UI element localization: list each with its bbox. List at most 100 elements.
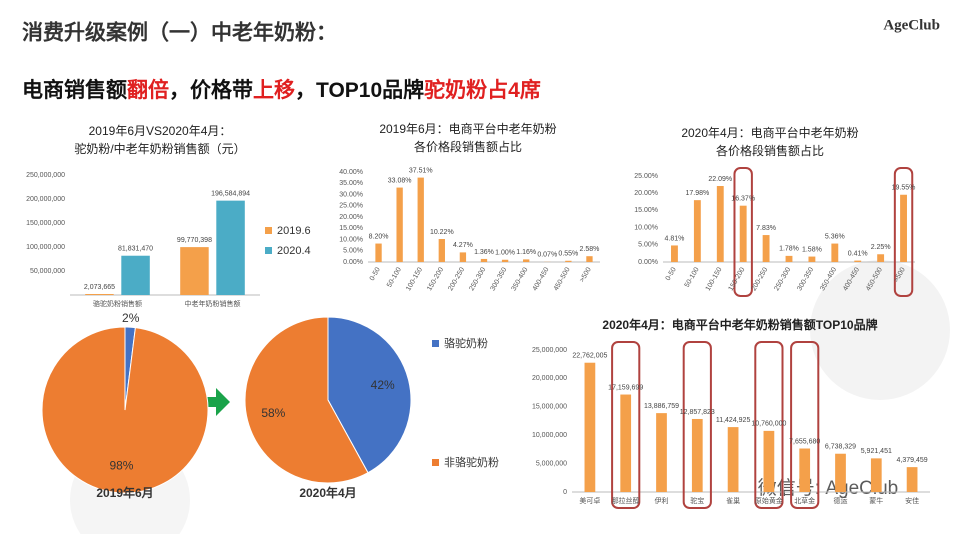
subtitle-part: 电商销售额 <box>22 78 127 102</box>
data-label: 99,770,398 <box>177 237 212 244</box>
x-tick-label: 安佳 <box>905 496 919 505</box>
y-tick-label: 15.00% <box>634 207 658 214</box>
bar <box>877 254 885 262</box>
bar <box>438 239 445 262</box>
highlight-box <box>754 341 784 509</box>
x-tick-label: 德运 <box>834 496 848 505</box>
chart-title: 2020年4月：电商平台中老年奶粉销售额TOP10品牌 <box>602 317 877 332</box>
y-tick-label: 20,000,000 <box>532 375 567 382</box>
legend-label: 2020.4 <box>277 245 311 257</box>
data-label: 4.81% <box>665 235 685 242</box>
y-tick-label: 10,000,000 <box>532 432 567 439</box>
data-label: 1.58% <box>802 246 822 253</box>
legend-swatch <box>265 227 272 234</box>
legend-swatch <box>265 247 272 254</box>
pie-caption: 2019年6月 <box>96 485 153 500</box>
y-tick-label: 10.00% <box>634 224 658 231</box>
data-label: 5.36% <box>825 233 845 240</box>
data-label: 12,857,823 <box>680 409 715 416</box>
bar <box>501 259 509 262</box>
bar <box>808 256 816 262</box>
bar <box>671 245 678 262</box>
y-tick-label: 150,000,000 <box>26 220 65 227</box>
bar <box>375 243 382 262</box>
pie-slice <box>244 316 369 484</box>
x-tick-label: 100-150 <box>705 266 724 292</box>
data-label: 16.37% <box>731 196 755 203</box>
data-label: 81,831,470 <box>118 246 153 253</box>
data-label: 13,886,759 <box>644 403 679 410</box>
y-tick-label: 200,000,000 <box>26 196 65 203</box>
x-tick-label: 雀巢 <box>726 496 740 505</box>
legend-label: 骆驼奶粉 <box>444 336 488 350</box>
subtitle-part: 驼奶粉占4席 <box>424 78 541 102</box>
x-tick-label: 350-400 <box>511 266 530 292</box>
data-label: 33.08% <box>388 177 412 184</box>
y-tick-label: 250,000,000 <box>26 172 65 179</box>
y-tick-label: 30.00% <box>339 191 363 198</box>
highlight-box <box>733 167 753 297</box>
highlight-box <box>893 167 914 297</box>
x-tick-label: >500 <box>579 266 593 283</box>
data-label: 5,921,451 <box>861 448 892 455</box>
slide-title: 消费升级案例（一）中老年奶粉： <box>22 21 337 45</box>
y-tick-label: 5.00% <box>638 242 658 249</box>
x-tick-label: 200-250 <box>751 266 770 292</box>
x-tick-label: 250-300 <box>468 266 487 292</box>
highlight-box <box>790 341 820 509</box>
chart-title: 2019年6月VS2020年4月： <box>89 124 232 138</box>
x-tick-label: 0-50 <box>369 266 382 282</box>
bar <box>396 187 403 262</box>
data-label: 37.51% <box>409 167 433 174</box>
pie-slice <box>327 316 412 474</box>
data-label: 4,379,459 <box>897 457 928 464</box>
chart-title: 各价格段销售额占比 <box>716 143 824 158</box>
pie-slice <box>41 326 209 494</box>
bar <box>831 243 839 262</box>
x-tick-label: 100-150 <box>405 266 424 292</box>
bar <box>417 177 424 262</box>
bar <box>906 467 918 492</box>
data-label: 1.36% <box>474 249 494 256</box>
y-tick-label: 15,000,000 <box>532 404 567 411</box>
bar <box>854 260 862 262</box>
bar <box>763 430 775 492</box>
y-tick-label: 40.00% <box>339 169 363 176</box>
bar <box>739 205 747 262</box>
bar <box>586 256 593 262</box>
x-tick-label: 400-450 <box>532 266 551 292</box>
bar <box>584 362 596 492</box>
data-label: 11,424,925 <box>716 417 751 424</box>
data-label: 4.27% <box>453 242 473 249</box>
bar <box>121 255 150 295</box>
x-tick-label: 300-350 <box>490 266 509 292</box>
y-tick-label: 25.00% <box>339 203 363 210</box>
data-label: 10,760,000 <box>751 421 786 428</box>
bar <box>785 255 793 262</box>
highlight-box <box>611 341 641 509</box>
bar <box>656 413 667 492</box>
data-label: 8.20% <box>369 233 389 240</box>
x-tick-label: 250-300 <box>773 266 792 292</box>
bar <box>693 200 701 262</box>
bar <box>620 394 632 492</box>
y-tick-label: 20.00% <box>634 190 658 197</box>
chart-title: 2020年4月：电商平台中老年奶粉 <box>681 125 858 140</box>
data-label: 58% <box>261 406 285 420</box>
y-tick-label: 20.00% <box>339 214 363 221</box>
x-tick-label: 150-200 <box>426 266 445 292</box>
bar <box>691 418 703 492</box>
x-tick-label: 美可卓 <box>579 496 600 505</box>
bar <box>716 186 724 262</box>
data-label: 2% <box>122 311 140 325</box>
y-tick-label: 25,000,000 <box>532 347 567 354</box>
subtitle-part: ，TOP10品牌 <box>295 78 424 102</box>
bar <box>870 458 882 492</box>
bar <box>459 252 467 262</box>
bar <box>480 258 488 262</box>
x-tick-label: 原始黄金 <box>755 496 783 505</box>
x-tick-label: 北草金 <box>794 496 815 505</box>
y-tick-label: 10.00% <box>339 236 363 243</box>
data-label: 2.58% <box>580 246 600 253</box>
